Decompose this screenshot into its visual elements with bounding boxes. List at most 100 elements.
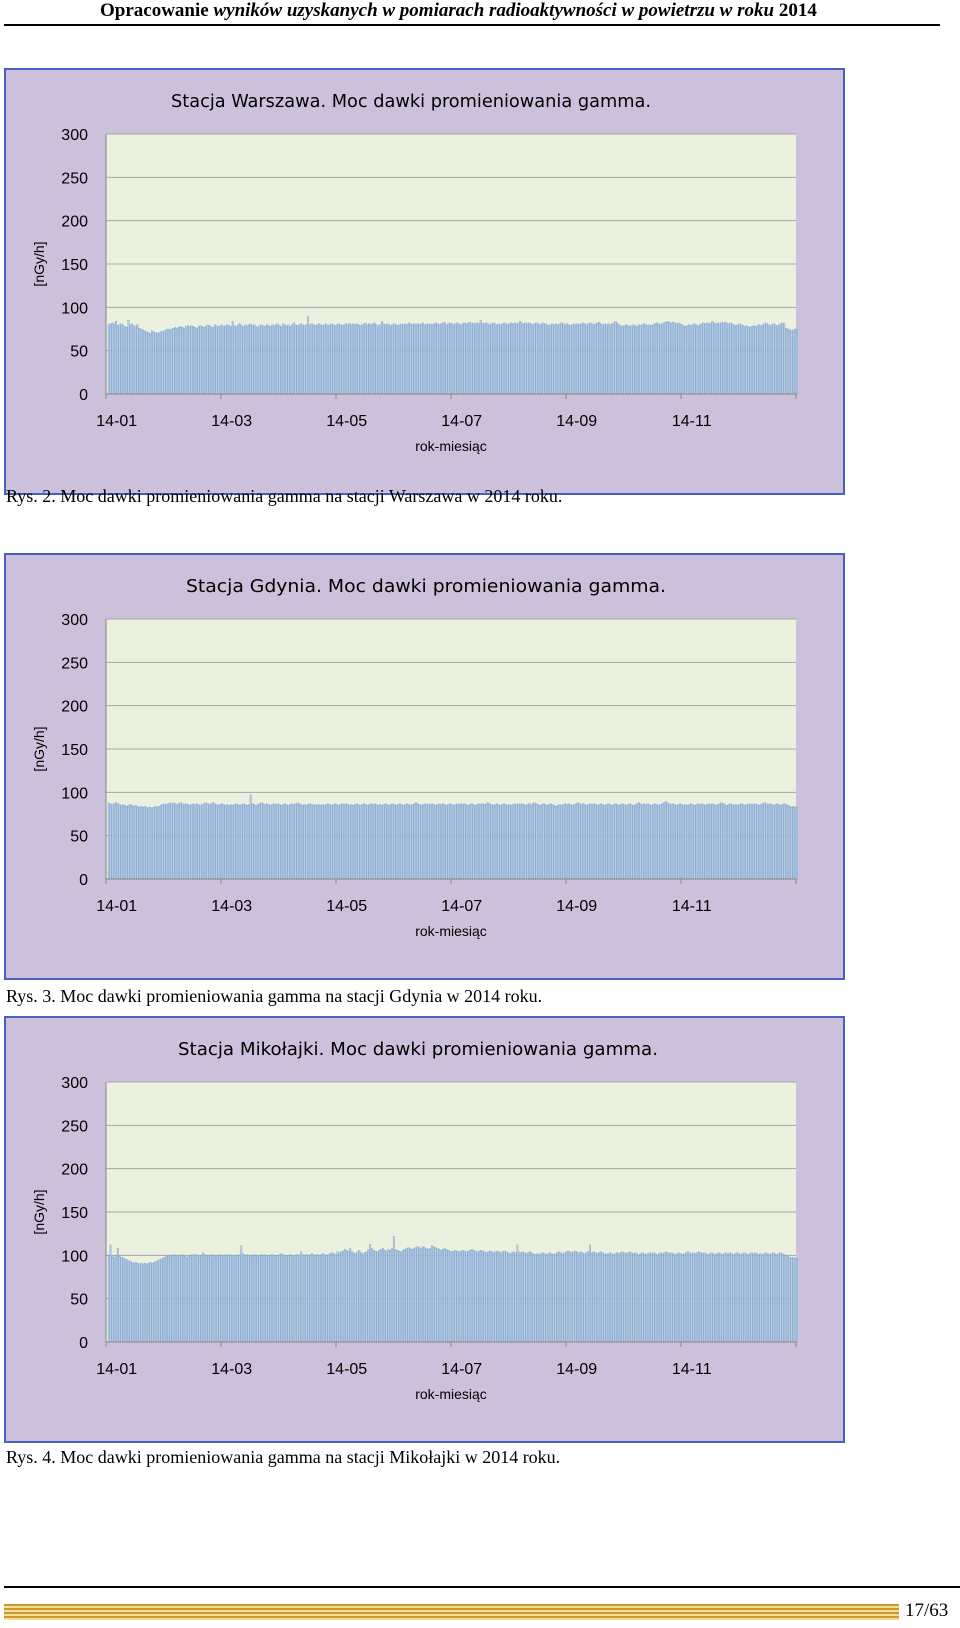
data-bar xyxy=(307,1255,310,1343)
data-bar xyxy=(388,805,390,880)
data-bar xyxy=(111,804,114,880)
data-bar xyxy=(690,325,692,395)
data-bar xyxy=(584,804,586,880)
data-bar xyxy=(501,1251,504,1343)
data-bar xyxy=(681,804,683,880)
data-bar xyxy=(672,321,674,395)
y-axis-label: [nGy/h] xyxy=(31,726,47,771)
data-bar xyxy=(573,323,575,395)
data-bar xyxy=(363,323,365,395)
data-bar xyxy=(648,1252,651,1343)
data-bar xyxy=(124,805,126,880)
data-bar xyxy=(556,1252,559,1343)
data-bar xyxy=(282,323,284,395)
data-bar xyxy=(291,1255,293,1343)
data-bar xyxy=(292,804,295,880)
data-bar xyxy=(463,803,466,880)
data-bar xyxy=(647,1253,649,1343)
data-bar xyxy=(350,804,353,880)
data-bar xyxy=(522,323,525,395)
data-bar xyxy=(427,324,430,395)
data-bar xyxy=(463,1250,466,1343)
data-bar xyxy=(278,1254,281,1343)
data-bar xyxy=(576,323,579,395)
data-bar xyxy=(524,805,527,880)
data-bar xyxy=(472,804,475,880)
data-bar xyxy=(219,804,221,880)
data-bar xyxy=(552,1254,555,1343)
data-bar xyxy=(745,1253,747,1343)
data-bar xyxy=(452,324,455,395)
data-bar xyxy=(602,324,604,395)
data-bar xyxy=(364,804,367,880)
data-bar xyxy=(305,805,308,880)
data-bar xyxy=(733,805,735,880)
data-bar xyxy=(722,803,725,880)
data-bar xyxy=(659,1252,662,1343)
data-bar xyxy=(260,324,263,395)
data-bar xyxy=(266,803,268,880)
data-bar xyxy=(451,323,453,395)
data-bar xyxy=(420,805,423,880)
data-bar xyxy=(338,1252,341,1343)
data-bar xyxy=(391,324,394,395)
x-tick-label: 14-01 xyxy=(96,898,137,915)
data-bar xyxy=(664,321,667,395)
data-bar xyxy=(728,1252,731,1343)
data-bar xyxy=(498,1251,500,1343)
data-bar xyxy=(280,1253,283,1343)
data-bar xyxy=(224,805,227,880)
data-bar xyxy=(702,804,705,880)
data-bar xyxy=(668,1253,671,1343)
data-bar xyxy=(406,803,408,880)
data-bar xyxy=(634,1252,637,1343)
data-bar xyxy=(423,1247,426,1343)
data-bar xyxy=(569,325,572,395)
data-bar xyxy=(350,324,353,395)
data-bar xyxy=(368,804,371,880)
data-bar xyxy=(623,1252,626,1343)
data-bar xyxy=(618,1253,620,1343)
data-bar xyxy=(487,802,489,880)
data-bar xyxy=(646,803,649,880)
data-bar xyxy=(783,1254,786,1343)
data-bar xyxy=(224,325,227,395)
data-bar xyxy=(159,331,162,395)
data-bar xyxy=(434,805,437,880)
data-bar xyxy=(445,805,448,880)
data-bar xyxy=(355,803,358,880)
data-bar xyxy=(233,1256,235,1343)
data-bar xyxy=(465,1251,468,1343)
data-bar xyxy=(309,1254,312,1343)
data-bar xyxy=(379,324,381,395)
data-bar xyxy=(443,1248,446,1343)
data-bar xyxy=(393,804,396,880)
data-bar xyxy=(264,326,266,395)
data-bar xyxy=(124,326,126,395)
data-bar xyxy=(607,1253,609,1343)
data-bar xyxy=(176,328,178,395)
data-bar xyxy=(334,1254,337,1343)
data-bar xyxy=(240,1245,243,1343)
x-tick-label: 14-07 xyxy=(441,413,482,430)
data-bar xyxy=(146,1263,148,1343)
data-bar xyxy=(700,323,703,395)
data-bar xyxy=(492,1252,495,1343)
data-bar xyxy=(743,326,746,395)
data-bar xyxy=(177,803,180,880)
x-tick-label: 14-11 xyxy=(672,413,712,430)
data-bar xyxy=(354,804,356,880)
data-bar xyxy=(372,804,374,880)
data-bar xyxy=(351,1251,353,1343)
data-bar xyxy=(145,331,148,395)
data-bar xyxy=(605,324,608,395)
data-bar xyxy=(483,804,486,880)
data-bar xyxy=(508,804,511,880)
data-bar xyxy=(340,1251,342,1343)
data-bar xyxy=(262,803,265,880)
data-bar xyxy=(545,1254,548,1343)
data-bar xyxy=(731,323,734,395)
data-bar xyxy=(558,1251,560,1343)
data-bar xyxy=(168,802,171,880)
data-bar xyxy=(174,327,177,395)
